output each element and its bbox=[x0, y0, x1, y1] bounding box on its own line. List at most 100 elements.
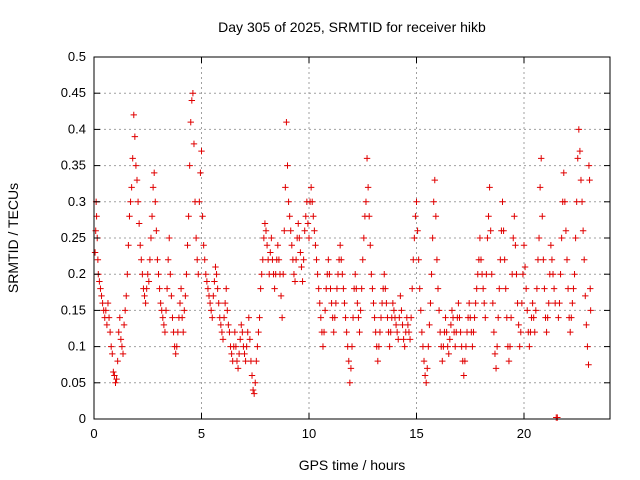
data-point bbox=[129, 155, 136, 162]
data-point bbox=[531, 328, 538, 336]
data-point bbox=[549, 271, 557, 278]
data-point bbox=[343, 328, 350, 336]
data-point bbox=[290, 271, 298, 278]
data-point bbox=[132, 162, 140, 169]
data-point bbox=[178, 314, 186, 321]
data-point bbox=[582, 292, 589, 300]
y-axis: 0 0.05 0.1 0.15 0.2 0.25 0.3 0.35 0.4 0.45 0.5 bbox=[61, 49, 610, 426]
y-tick-label: 0.05 bbox=[61, 375, 86, 390]
data-point bbox=[302, 213, 309, 220]
data-point bbox=[375, 343, 383, 350]
y-tick-label: 0.45 bbox=[61, 85, 86, 100]
data-point bbox=[106, 328, 114, 336]
data-point bbox=[130, 111, 137, 119]
data-point bbox=[283, 118, 290, 126]
data-point bbox=[120, 321, 128, 329]
data-point bbox=[521, 263, 529, 271]
data-point bbox=[341, 299, 348, 307]
data-point bbox=[154, 256, 161, 263]
data-point bbox=[568, 314, 575, 321]
data-point bbox=[168, 292, 175, 300]
data-point bbox=[445, 350, 452, 358]
data-point bbox=[587, 307, 594, 314]
data-point bbox=[321, 307, 329, 314]
data-point bbox=[492, 365, 500, 372]
data-point bbox=[587, 285, 594, 292]
data-point bbox=[204, 285, 212, 292]
data-point bbox=[141, 292, 148, 300]
data-point bbox=[268, 234, 275, 242]
data-point bbox=[292, 256, 300, 263]
data-point bbox=[210, 292, 217, 300]
data-point bbox=[143, 285, 150, 292]
data-point bbox=[117, 336, 125, 343]
y-tick-label: 0 bbox=[79, 411, 86, 426]
data-point bbox=[489, 299, 497, 307]
data-point bbox=[105, 314, 113, 321]
data-point bbox=[194, 256, 201, 263]
data-point bbox=[404, 321, 412, 329]
data-point bbox=[435, 307, 443, 314]
data-point bbox=[573, 198, 580, 205]
data-point bbox=[184, 242, 191, 249]
data-point bbox=[583, 321, 590, 329]
data-point bbox=[381, 271, 388, 278]
data-point bbox=[163, 285, 171, 292]
data-point bbox=[213, 271, 220, 278]
data-point bbox=[419, 343, 427, 350]
x-tick-label: 20 bbox=[517, 426, 531, 441]
data-point bbox=[201, 256, 208, 263]
data-point bbox=[239, 328, 246, 336]
data-point bbox=[271, 285, 278, 292]
data-point bbox=[262, 227, 270, 234]
data-point bbox=[486, 184, 493, 191]
data-point bbox=[470, 328, 477, 336]
data-point bbox=[491, 350, 499, 358]
data-point bbox=[472, 299, 479, 307]
data-point bbox=[407, 314, 415, 321]
data-point bbox=[505, 357, 513, 365]
data-point bbox=[359, 256, 366, 263]
data-point bbox=[368, 271, 375, 278]
data-point bbox=[254, 343, 261, 350]
data-point bbox=[538, 155, 545, 162]
data-point bbox=[247, 357, 255, 365]
data-points bbox=[91, 90, 594, 421]
data-point bbox=[516, 343, 523, 350]
data-point bbox=[164, 256, 172, 263]
data-point bbox=[507, 314, 515, 321]
data-point bbox=[246, 336, 254, 343]
x-tick-label: 0 bbox=[90, 426, 97, 441]
data-point bbox=[108, 343, 115, 350]
data-point bbox=[225, 321, 232, 329]
data-point bbox=[198, 147, 205, 155]
data-point bbox=[540, 256, 547, 263]
data-point bbox=[424, 365, 431, 372]
data-point bbox=[118, 343, 126, 350]
data-point bbox=[446, 336, 454, 343]
data-point bbox=[496, 285, 503, 292]
data-point bbox=[353, 285, 360, 292]
data-point bbox=[313, 256, 320, 263]
data-point bbox=[197, 169, 204, 177]
data-point bbox=[520, 242, 528, 249]
data-point bbox=[390, 307, 398, 314]
data-point bbox=[512, 242, 519, 249]
data-point bbox=[96, 278, 103, 285]
data-point bbox=[417, 307, 424, 314]
data-point bbox=[461, 357, 469, 365]
data-point bbox=[522, 285, 530, 292]
data-point bbox=[190, 140, 198, 148]
data-point bbox=[320, 328, 328, 336]
data-point bbox=[427, 299, 434, 307]
data-point bbox=[298, 263, 305, 271]
data-point bbox=[91, 249, 99, 256]
data-point bbox=[244, 328, 251, 336]
data-point bbox=[258, 271, 265, 278]
data-point bbox=[177, 285, 185, 292]
data-point bbox=[327, 285, 334, 292]
data-point bbox=[219, 336, 227, 343]
data-point bbox=[180, 328, 187, 336]
x-axis: 0 5 10 15 20 bbox=[90, 57, 531, 441]
data-point bbox=[455, 299, 462, 307]
